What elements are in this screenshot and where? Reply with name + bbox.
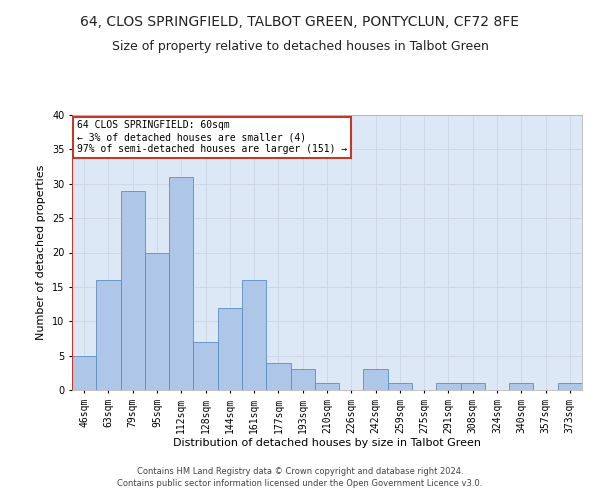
Bar bbox=[266, 362, 290, 390]
Text: Contains HM Land Registry data © Crown copyright and database right 2024.
Contai: Contains HM Land Registry data © Crown c… bbox=[118, 466, 482, 487]
Bar bbox=[72, 356, 96, 390]
Text: 64, CLOS SPRINGFIELD, TALBOT GREEN, PONTYCLUN, CF72 8FE: 64, CLOS SPRINGFIELD, TALBOT GREEN, PONT… bbox=[80, 15, 520, 29]
Bar bbox=[461, 383, 485, 390]
Bar bbox=[558, 383, 582, 390]
Y-axis label: Number of detached properties: Number of detached properties bbox=[37, 165, 46, 340]
Text: Size of property relative to detached houses in Talbot Green: Size of property relative to detached ho… bbox=[112, 40, 488, 53]
Bar bbox=[315, 383, 339, 390]
Bar bbox=[242, 280, 266, 390]
Bar bbox=[364, 370, 388, 390]
X-axis label: Distribution of detached houses by size in Talbot Green: Distribution of detached houses by size … bbox=[173, 438, 481, 448]
Bar bbox=[96, 280, 121, 390]
Bar bbox=[436, 383, 461, 390]
Bar bbox=[218, 308, 242, 390]
Bar bbox=[290, 370, 315, 390]
Bar bbox=[388, 383, 412, 390]
Bar bbox=[509, 383, 533, 390]
Bar bbox=[193, 342, 218, 390]
Bar bbox=[121, 190, 145, 390]
Bar bbox=[145, 252, 169, 390]
Text: 64 CLOS SPRINGFIELD: 60sqm
← 3% of detached houses are smaller (4)
97% of semi-d: 64 CLOS SPRINGFIELD: 60sqm ← 3% of detac… bbox=[77, 120, 347, 154]
Bar bbox=[169, 177, 193, 390]
